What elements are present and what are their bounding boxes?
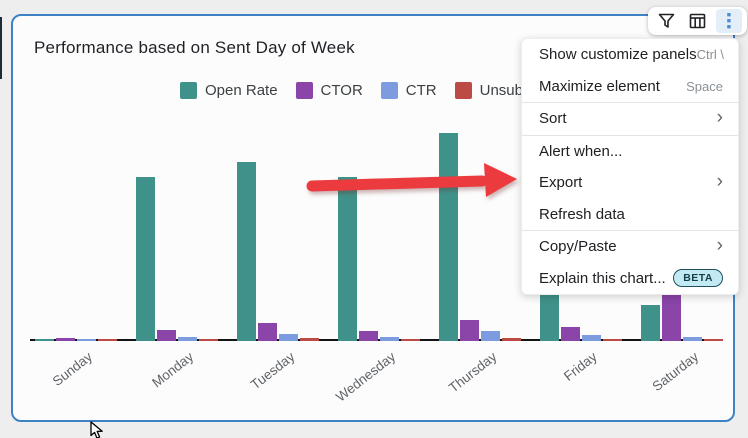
menu-divider bbox=[522, 230, 738, 231]
bar-unsubscribe-tuesday[interactable] bbox=[300, 337, 319, 341]
bar-open-rate-sunday[interactable] bbox=[35, 338, 54, 341]
x-axis-label-saturday: Saturday bbox=[649, 349, 702, 395]
bar-ctor-thursday[interactable] bbox=[460, 320, 479, 341]
bar-ctr-wednesday[interactable] bbox=[380, 337, 399, 341]
bar-ctr-tuesday[interactable] bbox=[279, 333, 298, 341]
legend-item-open-rate[interactable]: Open Rate bbox=[180, 82, 278, 99]
legend-label: Open Rate bbox=[205, 82, 278, 99]
menu-item-label: Maximize element bbox=[539, 77, 660, 95]
x-axis-label-monday: Monday bbox=[149, 349, 197, 391]
menu-item-label: Explain this chart... bbox=[539, 269, 666, 287]
legend-label: CTR bbox=[405, 82, 437, 99]
bar-unsubscribe-wednesday[interactable] bbox=[401, 339, 420, 341]
legend-swatch-icon bbox=[180, 82, 197, 99]
red-arrow-annotation bbox=[306, 163, 517, 197]
menu-divider bbox=[522, 102, 738, 103]
menu-item-alert-when[interactable]: Alert when... bbox=[522, 136, 738, 168]
menu-item-label: Alert when... bbox=[539, 142, 623, 160]
bar-open-rate-tuesday[interactable] bbox=[237, 161, 256, 341]
bar-ctr-friday[interactable] bbox=[582, 335, 601, 341]
legend-label: CTOR bbox=[320, 82, 363, 99]
mouse-cursor bbox=[90, 421, 103, 438]
menu-item-label: Show customize panels bbox=[539, 46, 697, 64]
menu-item-label: Sort bbox=[539, 110, 567, 128]
submenu-chevron-icon: › bbox=[716, 235, 723, 257]
more-options-button[interactable] bbox=[716, 9, 742, 33]
kebab-menu-icon bbox=[727, 13, 731, 29]
bar-unsubscribe-sunday[interactable] bbox=[98, 339, 117, 341]
menu-item-maximize-element[interactable]: Maximize element Space bbox=[522, 71, 738, 103]
panel-toolbar bbox=[648, 7, 747, 35]
submenu-chevron-icon: › bbox=[716, 107, 723, 129]
menu-divider bbox=[522, 134, 738, 136]
bar-open-rate-monday[interactable] bbox=[136, 177, 155, 341]
legend-swatch-icon bbox=[380, 82, 398, 99]
bar-unsubscribe-monday[interactable] bbox=[199, 339, 218, 341]
bar-ctr-saturday[interactable] bbox=[683, 337, 702, 341]
bar-ctr-thursday[interactable] bbox=[481, 331, 500, 341]
menu-item-label: Export bbox=[539, 174, 583, 192]
chart-plot-area: Sunday Monday Tuesday Wednesday Thursday Frid… bbox=[13, 16, 737, 424]
context-menu: Show customize panels Ctrl \ Maximize elem… bbox=[521, 38, 739, 295]
table-icon bbox=[689, 13, 706, 29]
bar-ctor-friday[interactable] bbox=[561, 326, 580, 341]
bar-ctor-tuesday[interactable] bbox=[258, 322, 277, 341]
bar-open-rate-saturday[interactable] bbox=[641, 305, 660, 341]
bar-ctr-monday[interactable] bbox=[178, 336, 197, 341]
legend-item-ctr[interactable]: CTR bbox=[380, 82, 437, 99]
table-view-button[interactable] bbox=[685, 9, 711, 33]
bar-unsubscribe-friday[interactable] bbox=[603, 339, 622, 341]
legend-swatch-icon bbox=[295, 82, 313, 99]
legend-item-ctor[interactable]: CTOR bbox=[295, 82, 363, 99]
bar-ctor-saturday[interactable] bbox=[662, 285, 681, 341]
x-axis-label-friday: Friday bbox=[561, 349, 601, 384]
menu-item-copy-paste[interactable]: Copy/Paste › bbox=[522, 231, 738, 263]
menu-item-label: Copy/Paste bbox=[539, 238, 617, 256]
x-axis-label-tuesday: Tuesday bbox=[247, 349, 298, 393]
legend-swatch-icon bbox=[454, 82, 472, 99]
menu-shortcut: Space bbox=[686, 78, 723, 94]
menu-item-refresh-data[interactable]: Refresh data bbox=[522, 199, 738, 231]
funnel-icon bbox=[658, 13, 674, 28]
submenu-chevron-icon: › bbox=[716, 171, 723, 193]
menu-item-export[interactable]: Export › bbox=[522, 167, 738, 199]
bar-unsubscribe-saturday[interactable] bbox=[704, 339, 723, 341]
x-axis-label-thursday: Thursday bbox=[445, 349, 500, 396]
bar-ctor-wednesday[interactable] bbox=[359, 330, 378, 341]
menu-item-label: Refresh data bbox=[539, 205, 625, 223]
bar-ctor-monday[interactable] bbox=[157, 329, 176, 341]
left-edge-artifact bbox=[0, 17, 2, 79]
beta-badge: BETA bbox=[673, 269, 723, 288]
bar-ctor-sunday[interactable] bbox=[56, 338, 75, 341]
bar-open-rate-wednesday[interactable] bbox=[338, 177, 357, 341]
menu-item-explain-this-chart[interactable]: Explain this chart... BETA bbox=[522, 263, 738, 295]
bar-ctr-sunday[interactable] bbox=[77, 338, 96, 341]
menu-item-sort[interactable]: Sort › bbox=[522, 103, 738, 135]
chart-legend: Open RateCTORCTRUnsubscribe bbox=[180, 82, 563, 99]
x-axis-label-sunday: Sunday bbox=[49, 349, 96, 390]
chart-title: Performance based on Sent Day of Week bbox=[34, 38, 355, 57]
menu-shortcut: Ctrl \ bbox=[696, 47, 725, 63]
x-axis-label-wednesday: Wednesday bbox=[333, 349, 399, 405]
filter-button[interactable] bbox=[653, 9, 679, 33]
bar-unsubscribe-thursday[interactable] bbox=[502, 337, 521, 341]
menu-item-show-customize-panels[interactable]: Show customize panels Ctrl \ bbox=[522, 39, 738, 71]
